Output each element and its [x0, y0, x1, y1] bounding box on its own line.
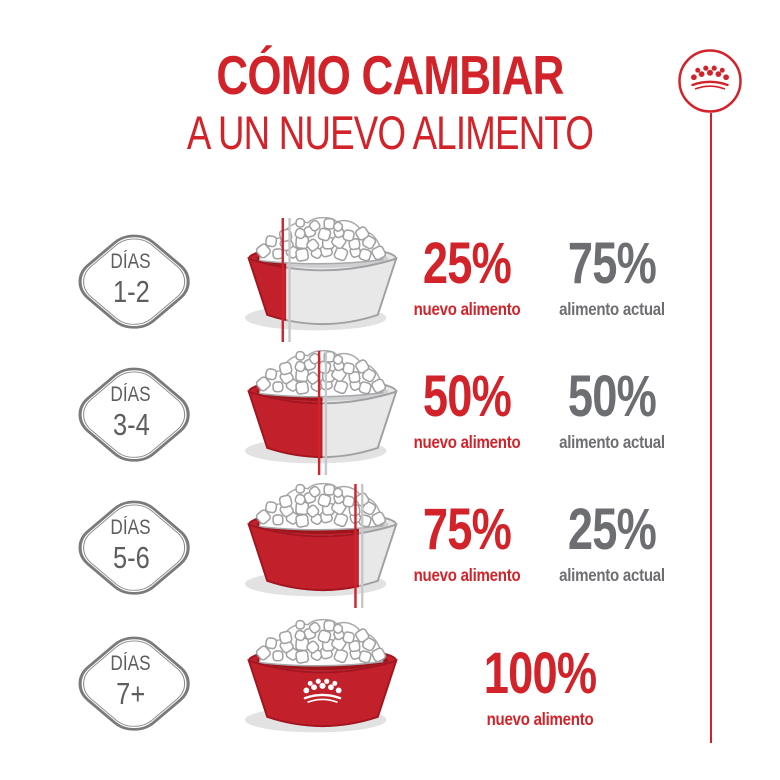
food-bowl-50pct	[240, 349, 405, 476]
current-food-label: alimento actual	[559, 432, 665, 452]
transition-row-days-5-6: DÍAS 5-6 75% nuevo alimento 25% alimento…	[0, 481, 780, 613]
days-range: 7+	[116, 676, 146, 711]
crown-icon	[678, 49, 742, 113]
current-food-percent: 75%	[567, 231, 657, 296]
transition-row-days-1-2: DÍAS 1-2 25% nuevo alimento 75% alimento…	[0, 215, 780, 347]
new-food-percent: 75%	[422, 497, 512, 562]
page-header: CÓMO CAMBIAR A UN NUEVO ALIMENTO	[0, 44, 780, 159]
days-label: DÍAS	[110, 383, 152, 406]
days-badge: DÍAS 5-6	[66, 490, 202, 605]
days-badge: DÍAS 7+	[66, 626, 202, 741]
current-food-label: alimento actual	[559, 565, 665, 585]
days-range: 1-2	[112, 274, 150, 309]
new-food-percent: 100%	[483, 641, 597, 706]
new-food-label: nuevo alimento	[413, 432, 521, 452]
days-badge: DÍAS 3-4	[66, 357, 202, 472]
page-subtitle: A UN NUEVO ALIMENTO	[186, 106, 594, 159]
current-food-percent: 25%	[567, 497, 657, 562]
brand-vertical-line	[710, 113, 712, 743]
page-title: CÓMO CAMBIAR	[216, 44, 564, 106]
food-bowl-75pct	[240, 482, 405, 609]
days-range: 3-4	[112, 407, 150, 442]
days-range: 5-6	[112, 540, 150, 575]
new-food-label: nuevo alimento	[413, 565, 521, 585]
current-food-label: alimento actual	[559, 299, 665, 319]
new-food-percent: 50%	[422, 364, 512, 429]
food-bowl-25pct	[240, 216, 405, 343]
royal-canin-logo	[677, 48, 743, 114]
days-label: DÍAS	[110, 652, 152, 675]
days-badge: DÍAS 1-2	[66, 224, 202, 339]
new-food-percent: 25%	[422, 231, 512, 296]
days-label: DÍAS	[110, 516, 152, 539]
transition-row-days-7plus: DÍAS 7+ 100% nuevo alimento	[0, 617, 780, 749]
new-food-label: nuevo alimento	[486, 709, 594, 729]
transition-row-days-3-4: DÍAS 3-4 50% nuevo alimento 50% alimento…	[0, 348, 780, 480]
new-food-label: nuevo alimento	[413, 299, 521, 319]
food-bowl-100pct	[240, 618, 405, 745]
days-label: DÍAS	[110, 250, 152, 273]
current-food-percent: 50%	[567, 364, 657, 429]
